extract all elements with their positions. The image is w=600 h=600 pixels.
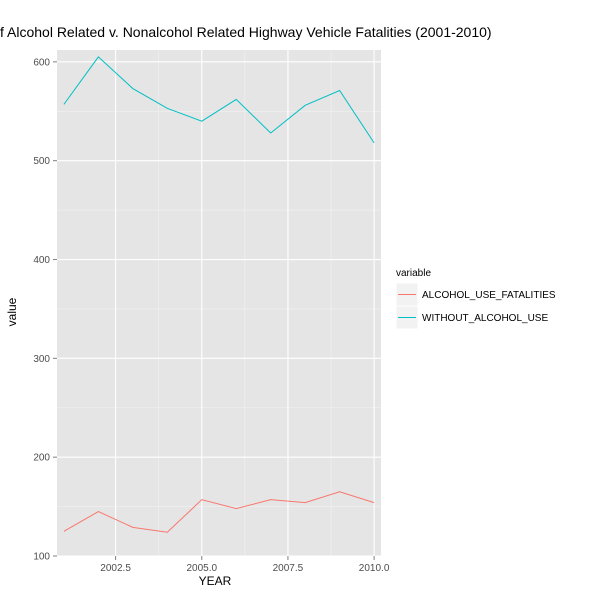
y-tick-label: 600 [33,57,50,68]
x-axis-title: YEAR [199,574,232,588]
plot-panel [57,50,381,556]
y-tick-label: 500 [33,156,50,167]
legend-label: WITHOUT_ALCOHOL_USE [422,313,548,324]
axis-ticks [53,61,375,560]
legend: variable ALCOHOL_USE_FATALITIES WITHOUT_A… [395,268,556,330]
y-tick-label: 200 [33,453,50,464]
grid-major [57,50,381,557]
y-tick-label: 300 [33,354,50,365]
chart-title: f Alcohol Related v. Nonalcohol Related … [0,24,492,40]
y-tick-label: 400 [33,255,50,266]
grid-minor [57,50,381,556]
tick-labels: 2002.5 2005.0 2007.5 2010.0 100 200 300 400 500 6… [33,57,390,574]
y-tick-label: 100 [33,552,50,563]
y-axis-title: value [5,297,19,326]
legend-label: ALCOHOL_USE_FATALITIES [422,290,556,301]
x-tick-label: 2010.0 [359,563,390,574]
series-line-without-alcohol-use [63,56,375,144]
x-tick-label: 2007.5 [273,563,304,574]
series-lines [63,56,375,533]
x-tick-label: 2005.0 [186,563,217,574]
series-line-alcohol-use-fatalities [63,491,375,533]
legend-title: variable [396,268,431,279]
x-tick-label: 2002.5 [100,563,131,574]
